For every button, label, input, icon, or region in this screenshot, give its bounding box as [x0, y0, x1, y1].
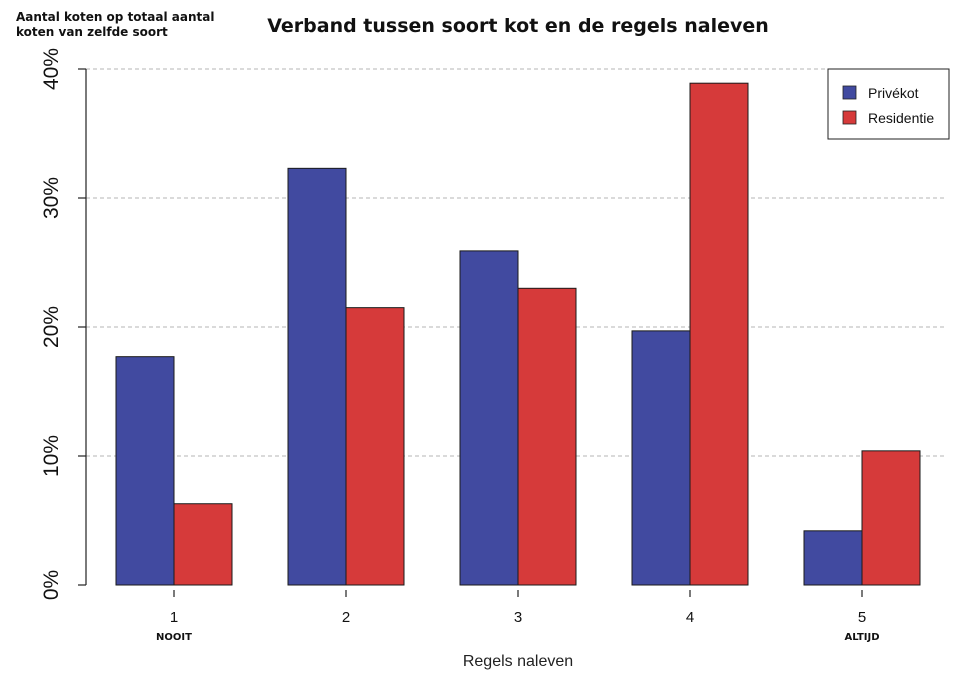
bar-residentie-2	[345, 307, 405, 586]
x-tick-label: 3	[514, 609, 522, 626]
legend-label-privekot: Privékot	[868, 85, 919, 101]
y-tick-label: 20%	[40, 306, 63, 348]
bar-privekot-2	[287, 167, 347, 586]
legend-box	[827, 68, 950, 140]
bar-privekot-5	[803, 530, 863, 586]
x-axis: 1 NOOIT 2 3 4 5 ALTIJD	[156, 590, 880, 643]
bars	[115, 82, 921, 586]
y-tick-label: 40%	[40, 48, 63, 90]
x-tick-label: 4	[686, 609, 694, 626]
bar-residentie-1	[173, 503, 233, 586]
bar-residentie-4	[689, 82, 749, 586]
x-tick-sublabel: ALTIJD	[844, 632, 879, 643]
x-tick-label: 2	[342, 609, 350, 626]
x-tick-label: 5	[858, 609, 866, 626]
y-axis: 0% 10% 20% 30% 40%	[40, 48, 87, 600]
y-tick-label: 10%	[40, 435, 63, 477]
x-tick-sublabel: NOOIT	[156, 632, 192, 643]
x-tick-label: 1	[170, 609, 178, 626]
x-axis-label: Regels naleven	[463, 653, 573, 670]
y-tick-label: 30%	[40, 177, 63, 219]
bar-privekot-3	[459, 250, 519, 586]
legend-label-residentie: Residentie	[868, 110, 934, 126]
bar-privekot-4	[631, 330, 691, 586]
bar-residentie-5	[861, 450, 921, 586]
legend: Privékot Residentie	[827, 68, 950, 140]
y-tick-label: 0%	[40, 570, 63, 600]
bar-residentie-3	[517, 287, 577, 586]
legend-swatch-privekot	[842, 85, 857, 100]
y-axis-label: Aantal koten op totaal aantal koten van …	[16, 10, 215, 39]
chart-title: Verband tussen soort kot en de regels na…	[267, 15, 769, 37]
legend-swatch-residentie	[842, 110, 857, 125]
bar-privekot-1	[115, 356, 175, 586]
